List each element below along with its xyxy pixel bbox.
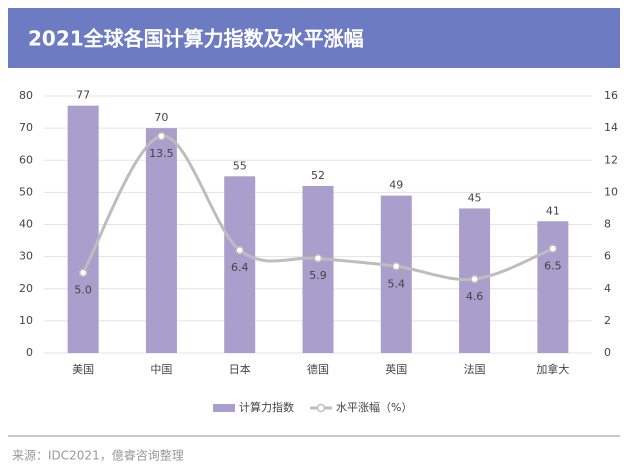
- bar-value-label: 55: [233, 159, 247, 172]
- bar-value-label: 49: [389, 179, 403, 192]
- y-tick-label: 30: [19, 250, 33, 263]
- x-tick-label: 加拿大: [536, 362, 569, 376]
- line-point: [235, 245, 244, 255]
- bar: [145, 128, 177, 353]
- y-tick-label: 40: [19, 218, 33, 231]
- bar-value-label: 77: [76, 89, 90, 102]
- bar: [302, 185, 334, 353]
- y2-tick-label: 0: [604, 346, 611, 359]
- y-tick-label: 0: [26, 346, 33, 359]
- y2-tick-label: 2: [604, 314, 611, 327]
- y-tick-label: 50: [19, 185, 33, 198]
- x-tick-label: 英国: [385, 362, 407, 376]
- line-value-label: 5.4: [388, 277, 406, 290]
- y2-tick-label: 12: [604, 153, 618, 166]
- bar-value-label: 45: [468, 191, 482, 204]
- bar: [224, 176, 256, 353]
- y2-tick-label: 16: [604, 89, 618, 102]
- x-tick-label: 法国: [464, 362, 486, 376]
- y2-tick-label: 10: [604, 185, 618, 198]
- line-value-label: 6.5: [544, 260, 562, 273]
- title-banner: [8, 8, 620, 68]
- y-tick-label: 60: [19, 153, 33, 166]
- x-tick-label: 美国: [72, 363, 94, 376]
- chart-title: 2021全球各国计算力指数及水平涨幅: [28, 27, 364, 51]
- y-tick-label: 70: [19, 121, 33, 134]
- line-point: [313, 253, 323, 263]
- bar: [67, 105, 99, 353]
- legend-swatch: [316, 403, 326, 413]
- line-value-label: 6.4: [231, 261, 249, 274]
- bar: [537, 221, 569, 353]
- bar: [380, 195, 412, 353]
- legend-swatch: [213, 404, 235, 412]
- line-point: [548, 244, 558, 253]
- line-value-label: 5.9: [309, 269, 327, 282]
- line-value-label: 5.0: [74, 284, 92, 297]
- y2-tick-label: 4: [604, 282, 611, 295]
- line-point: [157, 131, 166, 141]
- legend-label: 水平涨幅（%）: [336, 401, 412, 414]
- line-value-label: 13.5: [149, 147, 174, 160]
- line-point: [78, 268, 88, 277]
- x-tick-label: 中国: [150, 363, 172, 376]
- x-tick-label: 德国: [307, 362, 329, 376]
- x-tick-label: 日本: [229, 362, 251, 376]
- line-value-label: 4.6: [466, 290, 484, 303]
- source-note: 来源：IDC2021，億睿咨询整理: [12, 448, 184, 463]
- legend-label: 计算力指数: [239, 400, 294, 414]
- y-tick-label: 80: [19, 89, 33, 102]
- y-tick-label: 20: [19, 282, 33, 295]
- bar-value-label: 41: [546, 204, 560, 217]
- y-tick-label: 10: [19, 314, 33, 327]
- y2-tick-label: 8: [604, 218, 611, 231]
- y2-tick-label: 14: [604, 121, 618, 134]
- bar-value-label: 70: [154, 111, 168, 124]
- line-point: [392, 262, 401, 271]
- bar-value-label: 52: [311, 169, 325, 182]
- line-point: [470, 274, 479, 284]
- y2-tick-label: 6: [604, 250, 611, 263]
